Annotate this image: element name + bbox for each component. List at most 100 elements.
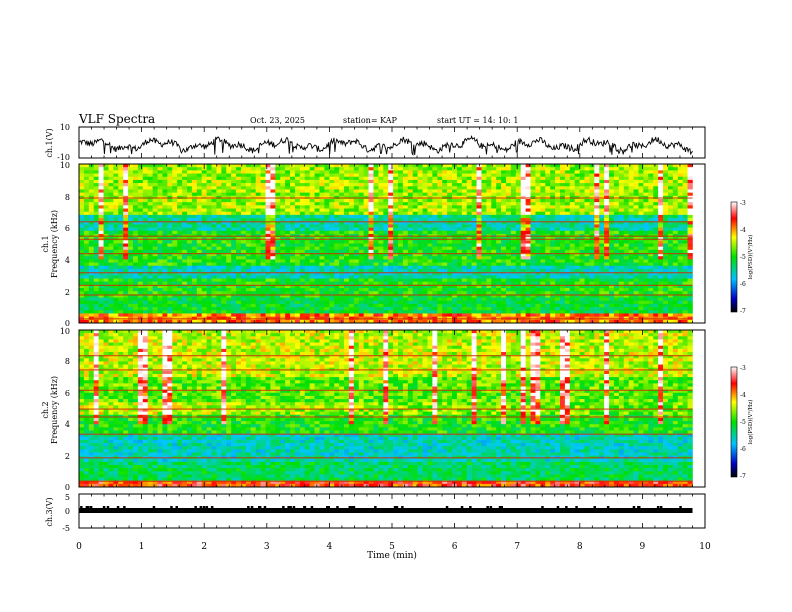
- spectrogram-cell: [319, 224, 325, 228]
- spectrogram-cell: [123, 240, 129, 244]
- spectrogram-cell: [348, 256, 355, 260]
- spectrogram-cell: [113, 208, 119, 212]
- spectrogram-cell: [128, 284, 134, 289]
- spectrogram-cell: [677, 211, 683, 216]
- spectrogram-cell: [471, 249, 477, 254]
- spectrogram-cell: [236, 211, 242, 216]
- spectrogram-cell: [515, 202, 522, 206]
- spectrogram-cell: [319, 240, 325, 244]
- spectrogram-cell: [432, 259, 438, 263]
- spectrogram-cell: [452, 211, 458, 216]
- spectrogram-cell: [128, 262, 134, 267]
- spectrogram-cell: [290, 243, 296, 247]
- spectrogram-cell: [613, 179, 620, 184]
- spectrogram-cell: [677, 208, 683, 212]
- spectrogram-cell: [167, 230, 173, 235]
- spectrogram-cell: [559, 256, 566, 260]
- spectrogram-cell: [653, 176, 659, 181]
- spectrogram-cell: [358, 198, 364, 203]
- spectrogram-cell: [623, 262, 629, 267]
- spectrogram-cell: [201, 205, 207, 209]
- spectrogram-cell: [236, 278, 242, 282]
- spectrogram-cell: [471, 183, 477, 187]
- spectrogram-cell: [496, 259, 502, 263]
- spectrogram-cell: [589, 230, 595, 235]
- spectrogram-cell: [226, 173, 232, 178]
- spectrogram-cell: [250, 198, 256, 203]
- spectrogram-cell: [461, 262, 468, 267]
- spectrogram-cell: [270, 221, 276, 225]
- spectrogram-cell: [147, 179, 153, 184]
- spectrogram-cell: [98, 284, 104, 289]
- spectrogram-cell: [604, 243, 610, 247]
- spectrogram-cell: [609, 183, 615, 187]
- spectrogram-cell: [564, 214, 571, 219]
- spectrogram-cell: [638, 192, 644, 197]
- spectrogram-cell: [447, 256, 453, 260]
- header: VLF Spectra Oct. 23, 2025 station= KAP s…: [78, 112, 518, 126]
- spectrogram-cell: [555, 265, 561, 270]
- spectrogram-cell: [79, 173, 85, 178]
- spectrogram-cell: [294, 221, 301, 225]
- spectrogram-cell: [412, 167, 418, 171]
- spectrogram-cell: [285, 262, 291, 267]
- spectrogram-cell: [496, 268, 502, 273]
- spectrogram-cell: [638, 167, 644, 171]
- spectrogram-cell: [250, 211, 256, 216]
- spectrogram-cell: [687, 224, 693, 228]
- spectrogram-cell: [172, 230, 178, 235]
- spectrogram-cell: [461, 170, 468, 174]
- spectrogram-cell: [280, 192, 286, 197]
- spectrogram-cell: [476, 240, 482, 244]
- spectrogram-cell: [437, 198, 443, 203]
- spectrogram-cell: [250, 176, 256, 181]
- spectrogram-cell: [240, 275, 247, 279]
- spectrogram-cell: [564, 230, 571, 235]
- spectrogram-cell: [569, 192, 575, 197]
- spectrogram-cell: [191, 211, 198, 216]
- spectrogram-cell: [422, 214, 428, 219]
- spectrogram-cell: [201, 221, 207, 225]
- spectrogram-cell: [530, 164, 536, 168]
- spectrogram-cell: [182, 189, 188, 193]
- spectrogram-cell: [481, 262, 487, 267]
- spectrogram-cell: [682, 281, 688, 286]
- spectrogram-cell: [452, 227, 458, 232]
- spectrogram-cell: [456, 211, 463, 216]
- spectrogram-cell: [628, 179, 634, 184]
- spectrogram-cell: [633, 205, 639, 209]
- spectrogram-cell: [103, 186, 109, 190]
- spectrogram-cell: [177, 268, 183, 273]
- spectrogram-cell: [290, 205, 296, 209]
- spectrogram-cell: [520, 249, 526, 254]
- spectrogram-cell: [221, 224, 227, 228]
- spectrogram-cell: [255, 262, 261, 267]
- spectrogram-cell: [299, 224, 306, 228]
- spectrogram-cell: [633, 173, 639, 178]
- spectrogram-cell: [182, 173, 188, 178]
- spectrogram-cell: [672, 230, 679, 235]
- spectrogram-cell: [314, 218, 320, 222]
- spectrogram-cell: [589, 256, 595, 260]
- spectrogram-cell: [339, 218, 345, 222]
- spectrogram-cell: [466, 170, 472, 174]
- spectrogram-cell: [285, 189, 291, 193]
- spectrogram-cell: [157, 202, 163, 206]
- spectrogram-cell: [618, 268, 625, 273]
- spectrogram-cell: [638, 265, 644, 270]
- spectrogram-cell: [412, 179, 418, 184]
- spectrogram-cell: [609, 227, 615, 232]
- spectrogram-cell: [334, 183, 340, 187]
- spectrogram-cell: [515, 198, 522, 203]
- spectrogram-cell: [466, 189, 472, 193]
- spectrogram-cell: [191, 205, 198, 209]
- spectrogram-cell: [613, 227, 620, 232]
- spectrogram-cell: [550, 198, 556, 203]
- spectrogram-cell: [368, 265, 374, 270]
- spectrogram-cell: [353, 189, 360, 193]
- spectrogram-cell: [344, 259, 350, 263]
- spectrogram-cell: [422, 164, 428, 168]
- spectrogram-cell: [226, 198, 232, 203]
- spectrogram-cell: [677, 240, 683, 244]
- spectrogram-cell: [294, 253, 301, 257]
